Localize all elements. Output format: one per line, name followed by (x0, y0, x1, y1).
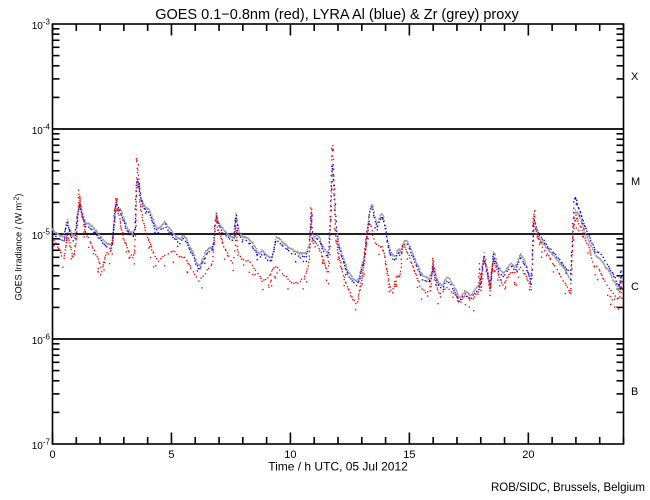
svg-text:C: C (631, 281, 639, 293)
svg-text:GOES 0.1−0.8nm (red), LYRA Al: GOES 0.1−0.8nm (red), LYRA Al (blue) & Z… (155, 7, 519, 23)
svg-text:ROB/SIDC, Brussels, Belgium: ROB/SIDC, Brussels, Belgium (491, 482, 645, 494)
svg-text:M: M (631, 176, 640, 188)
svg-text:10-4: 10-4 (32, 123, 51, 138)
svg-text:20: 20 (522, 449, 534, 461)
svg-text:5: 5 (168, 449, 174, 461)
svg-text:10-5: 10-5 (32, 228, 51, 243)
svg-text:GOES Irradiance / (W m-2): GOES Irradiance / (W m-2) (14, 194, 24, 301)
svg-text:10: 10 (284, 449, 296, 461)
svg-text:10-7: 10-7 (32, 438, 51, 453)
svg-text:B: B (631, 386, 638, 398)
svg-text:X: X (631, 71, 639, 83)
svg-text:Time / h UTC, 05 Jul 2012: Time / h UTC, 05 Jul 2012 (268, 460, 408, 474)
svg-text:15: 15 (403, 449, 415, 461)
svg-text:10-3: 10-3 (32, 18, 51, 33)
svg-text:0: 0 (49, 449, 55, 461)
svg-text:10-6: 10-6 (32, 333, 51, 348)
